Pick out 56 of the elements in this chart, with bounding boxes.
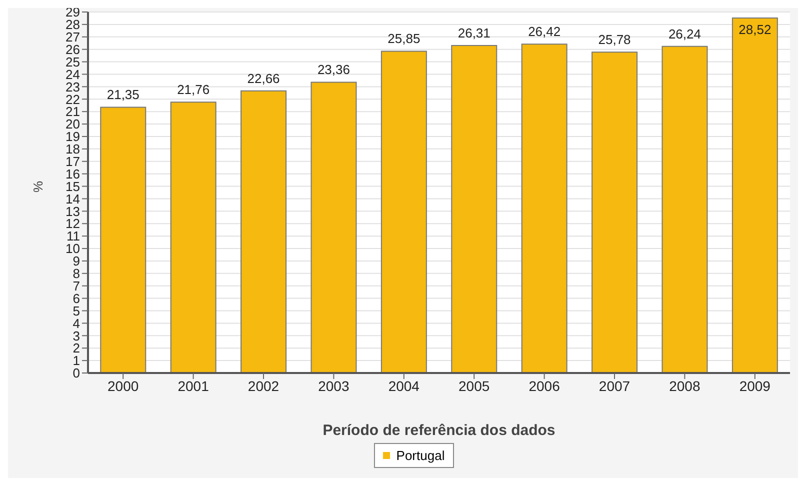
bar [310, 82, 357, 373]
x-tick-label: 2004 [388, 378, 420, 394]
data-label: 21,35 [106, 87, 140, 102]
x-axis-title: Período de referência dos dados [322, 422, 556, 439]
y-tick-label: 2 [72, 340, 80, 356]
y-tick-label: 14 [66, 191, 80, 206]
x-tick-label: 2007 [598, 378, 630, 394]
data-label: 26,42 [528, 24, 561, 40]
bar [380, 50, 427, 373]
bar [100, 106, 146, 373]
y-tick-label: 4 [72, 316, 80, 331]
y-tick-label: 6 [72, 290, 80, 306]
x-tick-label: 2009 [739, 378, 771, 394]
y-tick-label: 24 [66, 66, 80, 82]
y-tick-label: 3 [72, 328, 80, 344]
bar [521, 44, 568, 373]
data-label: 21,76 [177, 82, 210, 98]
y-tick-label: 22 [66, 92, 80, 107]
y-tick-label: 9 [72, 254, 80, 269]
y-tick-label: 25 [66, 54, 80, 70]
y-tick-label: 15 [66, 178, 80, 194]
y-tick-label: 23 [66, 79, 80, 94]
x-tick-label: 2001 [178, 378, 210, 394]
y-axis-title: % [30, 180, 46, 192]
y-tick-label: 13 [66, 204, 80, 219]
data-label: 26,24 [668, 26, 702, 42]
bar [451, 44, 498, 373]
y-tick-label: 1 [72, 353, 80, 368]
y-tick-label: 12 [66, 216, 80, 232]
data-label: 28,52 [738, 22, 772, 37]
data-label: 25,78 [598, 32, 631, 48]
bar [732, 17, 778, 373]
x-tick-label: 2002 [248, 378, 280, 394]
y-tick-label: 0 [72, 366, 80, 381]
data-label: 25,85 [388, 31, 420, 46]
text: Portugal [396, 448, 445, 463]
data-label: 26,31 [458, 25, 490, 40]
bar [592, 52, 638, 373]
data-label: 23,36 [317, 62, 350, 78]
x-tick-label: 2003 [318, 378, 350, 394]
x-tick-label: 2005 [458, 378, 490, 394]
y-tick-label: 11 [66, 228, 80, 244]
data-label: 22,66 [247, 70, 280, 86]
x-tick-label: 2000 [108, 378, 139, 394]
bar [240, 90, 287, 373]
y-tick-label: 16 [66, 166, 80, 182]
y-tick-label: 21 [66, 104, 80, 120]
y-tick-label: 10 [66, 241, 80, 256]
bar [170, 102, 216, 373]
y-tick-label: 20 [66, 116, 80, 132]
y-tick-label: 5 [72, 303, 80, 318]
y-tick-label: 19 [66, 129, 80, 144]
x-tick-label: 2008 [669, 378, 700, 394]
y-tick-label: 28 [66, 17, 80, 32]
bar [662, 46, 708, 373]
x-tick-label: 2006 [528, 378, 560, 394]
